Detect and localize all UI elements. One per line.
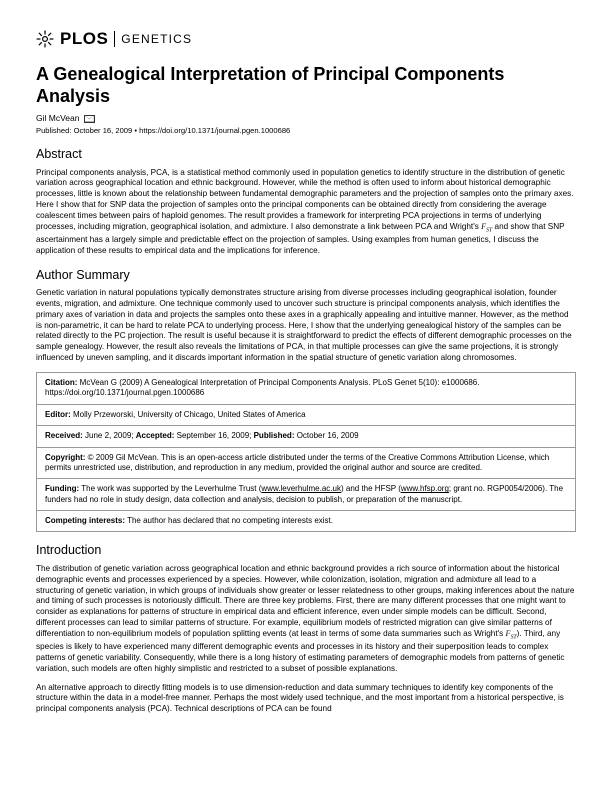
journal-header: PLOS GENETICS bbox=[36, 28, 576, 50]
funding-row: Funding: The work was supported by the L… bbox=[37, 479, 575, 511]
article-info-box: Citation: McVean G (2009) A Genealogical… bbox=[36, 372, 576, 533]
funding-label: Funding: bbox=[45, 484, 79, 493]
funding-link-hfsp[interactable]: www.hfsp.org bbox=[401, 484, 449, 493]
abstract-paragraph: Principal components analysis, PCA, is a… bbox=[36, 168, 576, 257]
competing-text: The author has declared that no competin… bbox=[125, 516, 333, 525]
introduction-heading: Introduction bbox=[36, 542, 576, 559]
author-line: Gil McVean bbox=[36, 113, 576, 124]
citation-row: Citation: McVean G (2009) A Genealogical… bbox=[37, 373, 575, 405]
journal-name: GENETICS bbox=[114, 31, 192, 47]
dates-row: Received: June 2, 2009; Accepted: Septem… bbox=[37, 426, 575, 447]
funding-link-leverhulme[interactable]: www.leverhulme.ac.uk bbox=[261, 484, 341, 493]
funding-pre: The work was supported by the Leverhulme… bbox=[79, 484, 261, 493]
author-name: Gil McVean bbox=[36, 113, 79, 123]
competing-row: Competing interests: The author has decl… bbox=[37, 511, 575, 531]
intro-paragraph-2: An alternative approach to directly fitt… bbox=[36, 683, 576, 715]
plos-sunburst-icon bbox=[36, 30, 54, 48]
editor-label: Editor: bbox=[45, 410, 71, 419]
author-summary-paragraph: Genetic variation in natural populations… bbox=[36, 288, 576, 364]
citation-text: McVean G (2009) A Genealogical Interpret… bbox=[45, 378, 479, 397]
competing-label: Competing interests: bbox=[45, 516, 125, 525]
copyright-text: © 2009 Gil McVean. This is an open-acces… bbox=[45, 453, 549, 472]
fst-symbol-2: FST bbox=[506, 629, 517, 638]
citation-label: Citation: bbox=[45, 378, 77, 387]
received-date: June 2, 2009; bbox=[83, 431, 136, 440]
published-line: Published: October 16, 2009 • https://do… bbox=[36, 126, 576, 136]
copyright-row: Copyright: © 2009 Gil McVean. This is an… bbox=[37, 448, 575, 480]
intro-paragraph-1: The distribution of genetic variation ac… bbox=[36, 564, 576, 675]
editor-row: Editor: Molly Przeworski, University of … bbox=[37, 405, 575, 426]
published-date: October 16, 2009 bbox=[294, 431, 358, 440]
fst-symbol: FST bbox=[481, 222, 492, 231]
accepted-label: Accepted: bbox=[136, 431, 175, 440]
editor-text: Molly Przeworski, University of Chicago,… bbox=[71, 410, 306, 419]
funding-mid: ) and the HFSP ( bbox=[341, 484, 401, 493]
copyright-label: Copyright: bbox=[45, 453, 85, 462]
abstract-heading: Abstract bbox=[36, 146, 576, 163]
intro-p1-pre: The distribution of genetic variation ac… bbox=[36, 564, 574, 638]
author-summary-heading: Author Summary bbox=[36, 267, 576, 284]
published-label: Published: bbox=[254, 431, 295, 440]
received-label: Received: bbox=[45, 431, 83, 440]
email-icon[interactable] bbox=[84, 115, 95, 123]
accepted-date: September 16, 2009; bbox=[174, 431, 253, 440]
plos-wordmark: PLOS bbox=[60, 28, 108, 50]
article-title: A Genealogical Interpretation of Princip… bbox=[36, 64, 576, 106]
